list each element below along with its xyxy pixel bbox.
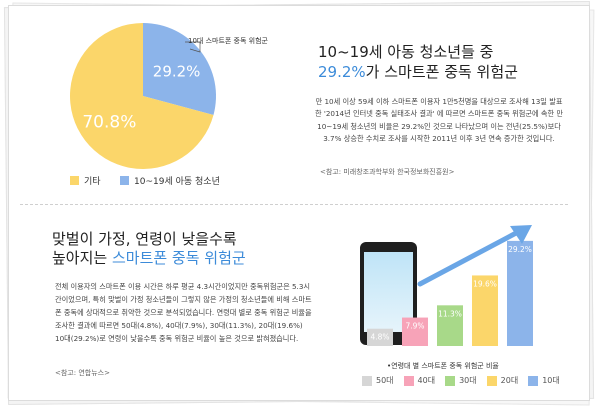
legend-swatch: [70, 176, 79, 185]
bar-1: [402, 317, 428, 346]
bar-legend-item: 30대: [445, 375, 477, 386]
bar-value-label: 29.2%: [508, 245, 532, 254]
bar-section-title: 맞벌이 가정, 연령이 낮을수록 높아지는 스마트폰 중독 위험군: [52, 230, 246, 268]
legend-swatch: [445, 375, 456, 386]
title-line-2: 가 스마트폰 중독 위험군: [365, 63, 518, 81]
bar-value-label: 7.9%: [405, 322, 424, 331]
legend-swatch: [528, 375, 539, 386]
legend-swatch: [486, 375, 497, 386]
bar-value-label: 19.6%: [473, 279, 497, 288]
bar-legend-item: 10대: [528, 375, 560, 386]
legend-label: 10~19세 아동 청소년: [134, 177, 220, 187]
legend-swatch: [403, 375, 414, 386]
bar-value-label: 4.8%: [370, 333, 389, 342]
title-line-2-prefix: 높아지는: [52, 249, 112, 267]
pie-callout-label: 10대 스마트폰 중독 위험군: [188, 37, 268, 45]
bar-chart-caption: •연령대 별 스마트폰 중독 위험군 비율: [387, 362, 499, 370]
pie-callout-line: [185, 41, 201, 53]
legend-label: 기타: [84, 177, 101, 187]
bar-legend-item: 40대: [403, 375, 436, 386]
legend-swatch: [362, 375, 372, 386]
bar-legend-item: 50대: [362, 375, 394, 386]
trend-arrow-head: [510, 225, 532, 244]
section-divider: [20, 204, 568, 205]
bar-0: [367, 328, 393, 346]
bar-3: [472, 275, 498, 346]
pie-slice-label: 70.8%: [82, 113, 136, 133]
bar-section-source: <참고: 연합뉴스>: [55, 369, 110, 377]
legend-swatch: [120, 176, 129, 185]
bar-2: [437, 305, 463, 346]
title-highlight: 29.2%: [318, 63, 366, 81]
pie-chart: 29.2% 70.8%: [69, 23, 216, 169]
title-highlight: 스마트폰 중독 위험군: [111, 249, 246, 267]
pie-slice: [69, 23, 214, 169]
pie-slice-label: 29.2%: [153, 62, 201, 80]
bar-section-body: 전체 이용자의 스마트폰 이용 시간은 하루 평균 4.3시간이었지만 중독위험…: [55, 282, 312, 344]
bar-4: [507, 240, 533, 346]
smartphone-icon: [360, 242, 417, 345]
trend-arrow-shaft: [417, 229, 521, 287]
pie-slice: [143, 23, 216, 116]
legend-label: 20대: [500, 376, 519, 385]
legend-label: 50대: [376, 376, 394, 385]
legend-label: 10대: [542, 376, 560, 385]
bar-legend-item: 20대: [486, 375, 519, 386]
pie-section-source: <참고: 미래창조과학부와 한국정보화진흥원>: [320, 168, 455, 176]
pie-section-body: 만 10세 이상 59세 이하 스마트폰 이용자 1만5천명을 대상으로 조사해…: [314, 97, 564, 143]
pie-legend-item-1: 10~19세 아동 청소년: [120, 174, 220, 187]
legend-label: 40대: [417, 376, 436, 385]
title-line-1: 10~19세 아동 청소년들 중: [318, 43, 494, 61]
title-line-1: 맞벌이 가정, 연령이 낮을수록: [52, 230, 237, 248]
pie-section-title: 10~19세 아동 청소년들 중 29.2%가 스마트폰 중독 위험군: [318, 42, 518, 82]
bar-chart: 4.8% 7.9% 11.3% 19.6% 29.2%: [367, 225, 533, 346]
bar-value-label: 11.3%: [438, 309, 462, 318]
legend-label: 30대: [459, 376, 477, 385]
bar-legend: 50대 40대 30대 20대 10대: [362, 375, 560, 386]
pie-legend-item-0: 기타: [70, 174, 101, 187]
